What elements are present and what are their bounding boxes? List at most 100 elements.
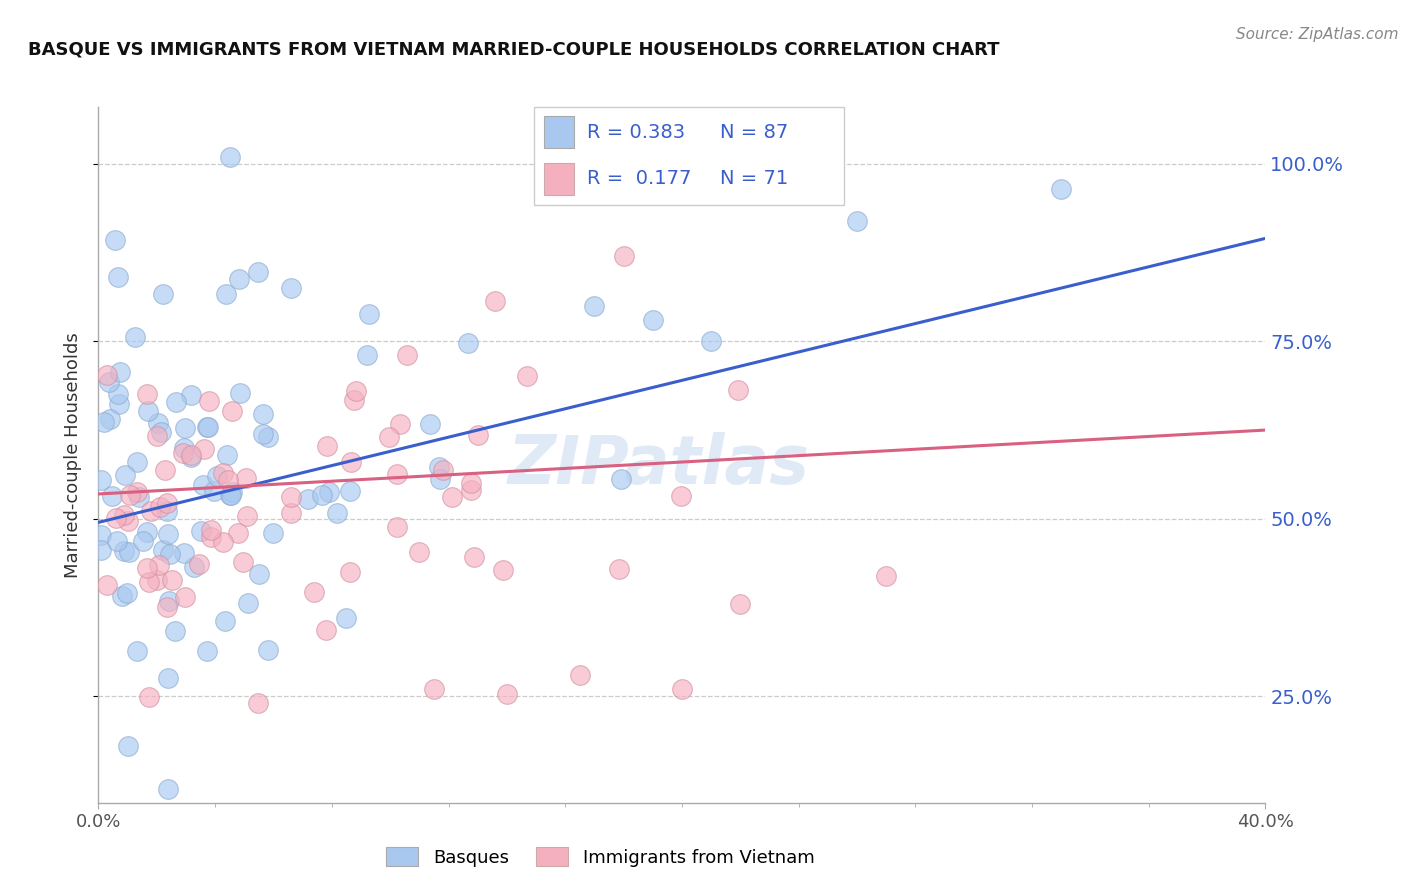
Point	[200, 530, 222, 544]
Point	[612, 249, 634, 263]
Point	[339, 566, 361, 580]
Point	[215, 286, 238, 301]
Point	[727, 384, 749, 398]
Point	[107, 387, 129, 401]
Point	[228, 385, 250, 400]
Point	[427, 460, 450, 475]
Point	[112, 544, 135, 558]
Point	[460, 483, 482, 497]
Text: N = 87: N = 87	[720, 122, 789, 142]
Point	[419, 417, 441, 431]
Point	[228, 526, 250, 541]
Point	[157, 671, 180, 685]
Point	[217, 474, 239, 488]
Point	[247, 566, 270, 581]
Point	[146, 416, 169, 430]
Point	[195, 643, 218, 657]
Point	[117, 514, 139, 528]
Point	[875, 568, 897, 582]
Point	[202, 484, 225, 499]
Point	[280, 506, 302, 520]
Point	[496, 687, 519, 701]
Point	[304, 585, 326, 599]
Point	[232, 555, 254, 569]
Point	[165, 394, 187, 409]
Point	[148, 558, 170, 572]
Point	[583, 299, 606, 313]
Point	[146, 429, 169, 443]
Point	[127, 644, 149, 658]
Point	[155, 463, 177, 477]
Point	[457, 336, 479, 351]
Point	[257, 429, 280, 443]
Point	[159, 547, 181, 561]
Point	[343, 392, 366, 407]
Point	[96, 368, 118, 382]
Point	[236, 508, 259, 523]
Point	[516, 369, 538, 384]
Point	[193, 442, 215, 456]
Point	[128, 490, 150, 504]
Point	[96, 578, 118, 592]
Point	[669, 489, 692, 503]
Point	[156, 599, 179, 614]
Point	[93, 415, 115, 429]
Point	[139, 504, 162, 518]
Point	[174, 590, 197, 604]
Point	[378, 430, 401, 444]
Point	[180, 450, 202, 465]
Point	[236, 596, 259, 610]
Point	[105, 534, 128, 549]
Point	[385, 520, 408, 534]
Point	[90, 527, 112, 541]
Point	[607, 562, 630, 576]
Point	[432, 462, 454, 476]
Point	[318, 485, 340, 500]
Point	[162, 574, 184, 588]
Point	[180, 388, 202, 402]
Point	[152, 542, 174, 557]
Point	[114, 468, 136, 483]
Point	[316, 439, 339, 453]
Point	[388, 417, 411, 432]
Point	[111, 589, 134, 603]
Point	[359, 307, 381, 321]
Point	[356, 347, 378, 361]
Point	[156, 496, 179, 510]
Point	[221, 485, 243, 500]
Point	[131, 534, 153, 549]
Point	[125, 484, 148, 499]
Text: BASQUE VS IMMIGRANTS FROM VIETNAM MARRIED-COUPLE HOUSEHOLDS CORRELATION CHART: BASQUE VS IMMIGRANTS FROM VIETNAM MARRIE…	[28, 40, 1000, 58]
Point	[700, 334, 723, 349]
Point	[136, 561, 159, 575]
Point	[115, 586, 138, 600]
Point	[218, 150, 240, 164]
Point	[156, 781, 179, 796]
Point	[172, 446, 194, 460]
Point	[136, 387, 159, 401]
Point	[262, 526, 284, 541]
Point	[339, 483, 361, 498]
Point	[492, 563, 515, 577]
Point	[311, 487, 333, 501]
Point	[671, 682, 693, 697]
Point	[610, 472, 633, 486]
Point	[1050, 182, 1073, 196]
Point	[326, 506, 349, 520]
Point	[235, 471, 257, 485]
Point	[846, 213, 869, 227]
Point	[108, 365, 131, 379]
Point	[105, 511, 128, 525]
Point	[124, 329, 146, 343]
Point	[146, 574, 169, 588]
Point	[385, 467, 408, 481]
Point	[197, 420, 219, 434]
Point	[641, 313, 664, 327]
Text: ZIPatlas: ZIPatlas	[508, 433, 810, 499]
Point	[174, 421, 197, 435]
Point	[205, 469, 228, 483]
Point	[211, 535, 233, 549]
Point	[120, 488, 142, 502]
Point	[280, 280, 302, 294]
Point	[297, 491, 319, 506]
